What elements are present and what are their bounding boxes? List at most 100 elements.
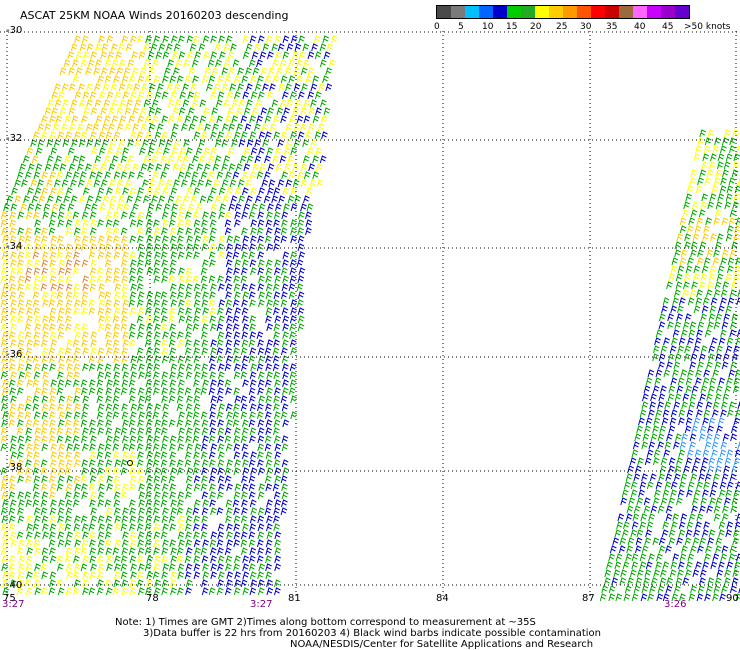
- wind-barb: [241, 339, 249, 348]
- wind-barb: [57, 531, 65, 540]
- wind-barb: [41, 131, 48, 140]
- wind-barb: [274, 467, 281, 476]
- wind-barb: [120, 171, 128, 180]
- wind-barb: [297, 307, 305, 316]
- wind-barb: [8, 523, 16, 532]
- wind-barb: [102, 83, 110, 92]
- wind-barb: [717, 193, 725, 202]
- wind-barb: [225, 307, 233, 316]
- wind-barb: [288, 291, 296, 300]
- wind-barb: [233, 451, 241, 460]
- wind-barb: [264, 443, 272, 452]
- wind-barb: [129, 587, 137, 596]
- wind-barb: [111, 155, 119, 164]
- wind-barb: [57, 283, 64, 292]
- wind-barb: [305, 219, 313, 228]
- wind-barb: [0, 219, 8, 228]
- wind-barb: [689, 441, 696, 450]
- wind-barb: [161, 387, 169, 396]
- wind-barb: [257, 531, 265, 540]
- wind-barb: [66, 339, 73, 348]
- wind-barb: [81, 115, 88, 124]
- wind-barb: [689, 321, 697, 330]
- wind-barb: [65, 243, 73, 252]
- wind-barb: [120, 155, 128, 164]
- wind-barb: [10, 395, 17, 404]
- wind-barb: [646, 481, 654, 490]
- wind-barb: [679, 441, 687, 450]
- wind-barb: [120, 571, 128, 580]
- wind-barb: [687, 257, 694, 266]
- wind-barb: [209, 499, 217, 508]
- wind-barb: [177, 467, 184, 476]
- wind-barb: [160, 499, 168, 508]
- wind-barb: [161, 211, 169, 220]
- wind-barb: [145, 307, 152, 316]
- wind-barb: [102, 195, 110, 204]
- wind-barb: [170, 283, 177, 292]
- wind-barb: [297, 219, 305, 228]
- wind-barb: [668, 385, 676, 394]
- wind-barb: [729, 329, 737, 338]
- wind-barb: [662, 521, 670, 530]
- wind-barb: [80, 299, 88, 308]
- wind-barb: [93, 67, 101, 76]
- wind-barb: [185, 475, 193, 484]
- wind-barb: [241, 499, 248, 508]
- wind-barb: [274, 227, 281, 236]
- wind-barb: [1, 331, 9, 340]
- wind-barb: [177, 435, 184, 444]
- wind-barb: [49, 259, 57, 268]
- wind-barb: [72, 435, 80, 444]
- wind-barb: [136, 579, 144, 588]
- wind-barb: [296, 75, 304, 84]
- wind-barb: [114, 515, 122, 524]
- wind-barb: [136, 131, 144, 140]
- wind-barb: [210, 507, 217, 516]
- wind-barb: [64, 379, 72, 388]
- wind-barb: [713, 217, 721, 226]
- wind-barb: [298, 51, 306, 60]
- wind-barb: [44, 163, 52, 172]
- wind-barb: [65, 323, 72, 332]
- wind-barb: [10, 371, 17, 380]
- wind-barb: [300, 203, 307, 212]
- wind-barb: [314, 131, 322, 140]
- wind-barb: [121, 347, 129, 356]
- wind-barb: [83, 107, 90, 116]
- wind-barb: [168, 355, 176, 364]
- wind-barb: [148, 67, 156, 76]
- wind-barb: [58, 459, 65, 468]
- wind-barb: [282, 379, 289, 388]
- lat-label: -36: [6, 349, 23, 360]
- wind-barb: [98, 523, 105, 532]
- wind-barb: [65, 291, 73, 300]
- wind-barb: [24, 251, 32, 260]
- wind-barb: [325, 83, 333, 92]
- wind-barb: [73, 379, 80, 388]
- wind-barb: [242, 259, 249, 268]
- wind-barb: [136, 347, 144, 356]
- wind-barb: [262, 83, 269, 92]
- wind-barb: [662, 561, 670, 570]
- wind-barb: [725, 529, 733, 538]
- wind-barb: [106, 91, 114, 100]
- wind-barb: [35, 147, 43, 156]
- wind-barb: [30, 179, 38, 188]
- wind-barb: [145, 331, 153, 340]
- wind-barb: [209, 355, 216, 364]
- wind-barb: [686, 449, 694, 458]
- wind-barb: [24, 235, 32, 244]
- wind-barb: [257, 547, 264, 556]
- wind-barb: [88, 355, 96, 364]
- wind-barb: [655, 369, 663, 378]
- wind-barb: [49, 387, 57, 396]
- wind-barb: [73, 307, 80, 316]
- wind-barb: [57, 275, 65, 284]
- wind-barb: [168, 275, 176, 284]
- wind-barb: [18, 235, 26, 244]
- wind-barb: [687, 225, 694, 234]
- wind-barb: [655, 329, 663, 338]
- wind-barb: [249, 411, 256, 420]
- wind-barb: [97, 187, 105, 196]
